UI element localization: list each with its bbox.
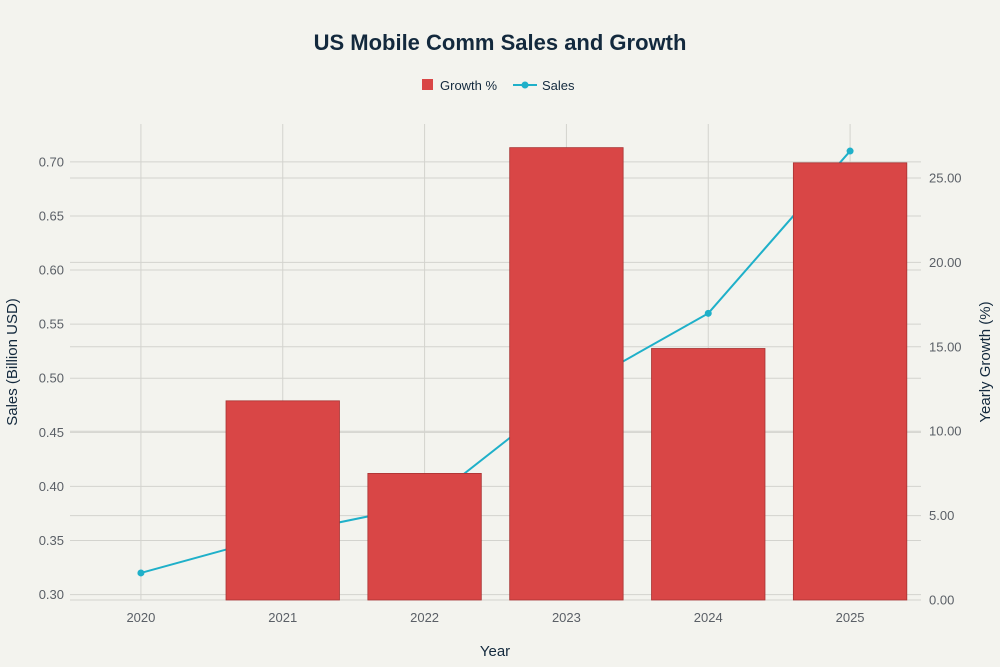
x-tick-label: 2024 <box>694 610 723 625</box>
left-tick-label: 0.70 <box>39 154 64 169</box>
x-tick-label: 2020 <box>126 610 155 625</box>
left-tick-label: 0.45 <box>39 425 64 440</box>
legend: Growth % Sales <box>422 78 575 93</box>
x-tick-label: 2025 <box>836 610 865 625</box>
right-tick-label: 10.00 <box>929 424 962 439</box>
growth-bar <box>225 400 340 601</box>
legend-swatch-growth <box>422 79 433 90</box>
growth-bar <box>367 473 482 601</box>
x-tick-label: 2023 <box>552 610 581 625</box>
left-tick-label: 0.30 <box>39 587 64 602</box>
right-tick-label: 0.00 <box>929 593 954 608</box>
left-tick-label: 0.55 <box>39 317 64 332</box>
right-tick-label: 25.00 <box>929 171 962 186</box>
left-tick-label: 0.50 <box>39 371 64 386</box>
left-tick-label: 0.65 <box>39 208 64 223</box>
left-axis-label: Sales (Billion USD) <box>4 298 21 426</box>
sales-point <box>846 147 854 155</box>
legend-label-growth: Growth % <box>440 78 498 93</box>
right-tick-label: 15.00 <box>929 339 962 354</box>
right-tick-label: 5.00 <box>929 508 954 523</box>
x-tick-label: 2021 <box>268 610 297 625</box>
grid <box>70 124 921 601</box>
chart-title: US Mobile Comm Sales and Growth <box>314 30 687 55</box>
right-axis-label: Yearly Growth (%) <box>977 301 994 422</box>
growth-bar <box>509 147 624 601</box>
x-axis-label: Year <box>480 643 510 660</box>
sales-point <box>704 309 712 317</box>
left-tick-label: 0.35 <box>39 533 64 548</box>
sales-point <box>137 569 145 577</box>
x-tick-label: 2022 <box>410 610 439 625</box>
growth-bar <box>651 348 766 601</box>
growth-bar <box>792 162 908 601</box>
left-axis-ticks: 0.30 0.35 0.40 0.45 0.50 0.55 0.60 0.65 0.70 <box>39 154 64 602</box>
x-axis-ticks: 2020 2021 2022 2023 2024 2025 <box>126 610 864 625</box>
legend-swatch-sales-marker <box>521 81 529 89</box>
right-axis-ticks: 0.00 5.00 10.00 15.00 20.00 25.00 <box>929 171 962 608</box>
growth-bars <box>225 147 908 601</box>
left-tick-label: 0.40 <box>39 479 64 494</box>
right-tick-label: 20.00 <box>929 255 962 270</box>
legend-label-sales: Sales <box>542 78 575 93</box>
left-tick-label: 0.60 <box>39 263 64 278</box>
